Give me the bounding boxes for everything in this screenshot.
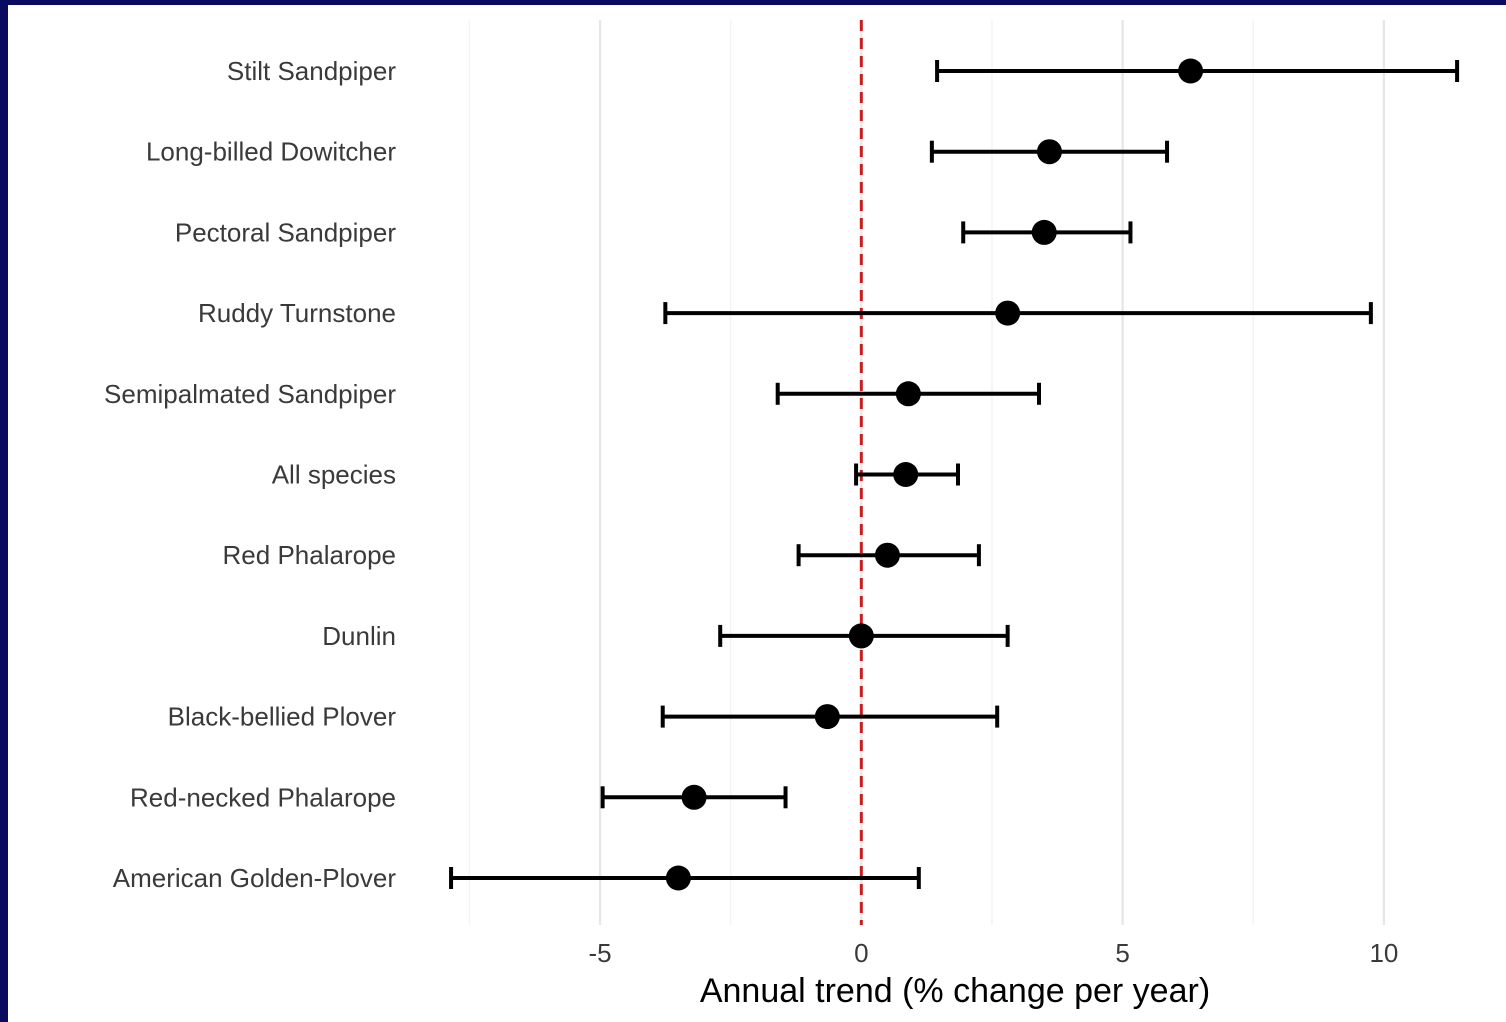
- category-label: Dunlin: [322, 621, 396, 651]
- point-estimates: [665, 58, 1204, 891]
- x-tick-label: 0: [854, 938, 868, 968]
- x-tick-label: -5: [588, 938, 611, 968]
- category-label: All species: [272, 460, 396, 490]
- point-estimate: [895, 381, 921, 407]
- point-estimate: [1036, 139, 1062, 165]
- category-label: Long-billed Dowitcher: [146, 137, 396, 167]
- point-estimate: [681, 784, 707, 810]
- category-label: Stilt Sandpiper: [227, 56, 396, 86]
- point-estimate: [848, 623, 874, 649]
- x-tick-labels: -5 0 5 10: [588, 938, 1398, 968]
- point-estimate: [1031, 219, 1057, 245]
- category-label: American Golden-Plover: [113, 863, 397, 893]
- point-estimate: [665, 865, 691, 891]
- x-axis-title: Annual trend (% change per year): [700, 972, 1210, 1010]
- category-label: Semipalmated Sandpiper: [104, 379, 396, 409]
- error-bars: [449, 60, 1460, 889]
- point-estimate: [995, 300, 1021, 326]
- point-estimate: [814, 704, 840, 730]
- x-tick-label: 5: [1115, 938, 1129, 968]
- forest-plot: Stilt Sandpiper Long-billed Dowitcher Pect…: [104, 20, 1460, 1010]
- category-label: Pectoral Sandpiper: [175, 217, 396, 247]
- category-label: Ruddy Turnstone: [198, 298, 396, 328]
- x-tick-label: 10: [1369, 938, 1398, 968]
- category-labels: Stilt Sandpiper Long-billed Dowitcher Pect…: [104, 56, 396, 893]
- point-estimate: [874, 542, 900, 568]
- plot-panel: Stilt Sandpiper Long-billed Dowitcher Pect…: [8, 5, 1506, 1022]
- point-estimate: [893, 462, 919, 487]
- category-label: Black-bellied Plover: [168, 702, 397, 732]
- category-label: Red Phalarope: [223, 540, 396, 570]
- point-estimate: [1178, 58, 1204, 84]
- category-label: Red-necked Phalarope: [130, 782, 396, 812]
